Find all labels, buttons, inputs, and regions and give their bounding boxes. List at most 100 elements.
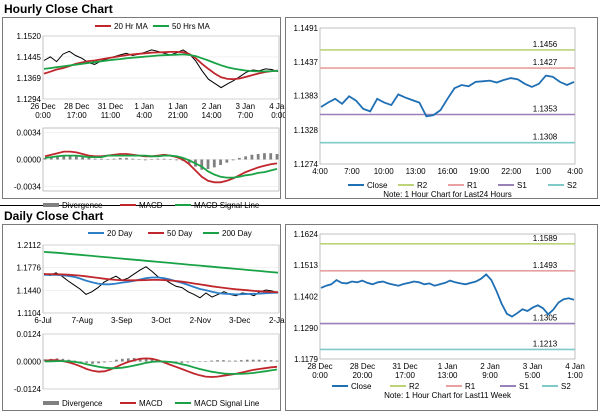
levels-legend-1-label: R2 [417, 181, 428, 190]
level-label-r1: 1.1493 [533, 261, 558, 270]
divergence-bar [275, 360, 279, 362]
divergence-bar [186, 361, 190, 363]
divergence-bar [43, 157, 47, 160]
divergence-bar [200, 159, 204, 170]
price-x-tick: 1 Jan 4:00 [134, 102, 154, 120]
divergence-bar [49, 157, 53, 160]
levels-legend-1-label: R2 [409, 382, 420, 391]
divergence-bar [112, 158, 116, 160]
divergence-bar [137, 159, 141, 160]
levels-y-tick: 1.1383 [294, 92, 319, 101]
divergence-bar [192, 361, 196, 362]
levels-legend-2-label: R1 [467, 181, 478, 190]
levels-x-tick: 13:00 [406, 167, 427, 176]
levels-plot-frame [319, 233, 576, 360]
macd-legend-2-label: MACD Signal Line [194, 399, 260, 408]
levels-legend-0-label: Close [367, 181, 388, 190]
divergence-bar [85, 361, 88, 363]
level-label-r1: 1.1427 [533, 58, 558, 67]
price-y-tick: 1.1776 [17, 264, 42, 273]
divergence-bar [162, 158, 166, 160]
divergence-bar [126, 358, 130, 362]
price-y-tick: 1.1440 [17, 286, 42, 295]
price-y-tick: 1.1445 [17, 53, 42, 62]
levels-y-tick: 1.1402 [294, 292, 319, 301]
level-label-r2: 1.1589 [533, 234, 558, 243]
levels-y-tick: 1.1328 [294, 126, 319, 135]
divergence-bar [275, 153, 279, 160]
price-x-tick: 1 Jan 21:00 [168, 102, 189, 120]
divergence-bar [175, 159, 179, 161]
price-series-2 [44, 273, 279, 294]
divergence-bar [222, 360, 225, 362]
daily-section-title: Daily Close Chart [4, 209, 104, 223]
hourly-levels-panel: 1.1491 1.1437 1.1383 1.1328 1.1274 1.1456 1.14… [285, 17, 598, 199]
daily-ma-panel: 20 Day 50 Day 200 Day 1.2112 1.1776 1.1440 1.1… [2, 224, 289, 411]
macd-y-tick: 0.0034 [17, 129, 42, 138]
macd-legend-2-label: MACD Signal Line [194, 201, 260, 210]
levels-note: Note: 1 Hour Chart for Last24 Hours [383, 190, 512, 199]
divergence-bar [234, 360, 237, 362]
levels-x-tick: 2 Jan 9:00 [480, 362, 500, 380]
price-x-tick: 2 Jan 14:00 [202, 102, 223, 120]
divergence-bar [143, 159, 147, 161]
levels-x-tick: 28 Dec 20:00 [350, 362, 375, 380]
divergence-bar [61, 358, 65, 362]
hourly-section-title: Hourly Close Chart [4, 2, 113, 16]
section-divider [0, 205, 600, 206]
divergence-bar [231, 159, 235, 161]
divergence-bar [79, 361, 83, 362]
divergence-bar [125, 157, 128, 160]
divergence-bar [263, 153, 266, 160]
levels-x-tick: 3 Jan 5:00 [523, 362, 543, 380]
price-x-tick: 3-Oct [151, 316, 171, 325]
divergence-bar [115, 359, 118, 362]
divergence-bar [225, 159, 229, 163]
levels-x-tick: 1 Jan 13:00 [437, 362, 458, 380]
divergence-bar [228, 360, 231, 362]
level-label-r2: 1.1456 [533, 40, 558, 49]
divergence-bar [251, 359, 255, 362]
divergence-bar [239, 360, 243, 362]
price-x-tick: 3-Dec [229, 316, 250, 325]
macd-signal-line [44, 154, 278, 179]
price-x-tick: 26 Dec 0:00 [30, 102, 55, 120]
divergence-bar [198, 361, 201, 362]
price-y-tick: 1.1520 [17, 32, 42, 41]
macd-signal-line [44, 360, 278, 375]
divergence-bar [256, 153, 260, 160]
divergence-bar [93, 158, 97, 160]
macd-y-tick: 0.0000 [17, 358, 42, 367]
macd-y-tick: 0.0124 [17, 330, 42, 339]
divergence-bar [81, 157, 85, 160]
divergence-bar [206, 159, 210, 169]
divergence-bar [204, 361, 207, 362]
price-y-tick: 1.1369 [17, 74, 42, 83]
levels-x-tick: 19:00 [469, 167, 490, 176]
divergence-bar [216, 360, 219, 362]
price-x-tick: 3-Sep [111, 316, 133, 325]
levels-y-tick: 1.1491 [294, 24, 319, 33]
price-legend-0-label: 20 Day [107, 229, 132, 238]
divergence-bar [219, 159, 222, 166]
divergence-bar [210, 360, 213, 362]
macd-legend-1-label: MACD [139, 399, 163, 408]
levels-y-tick: 1.1274 [294, 160, 319, 169]
levels-x-tick: 28 Dec 0:00 [307, 362, 332, 380]
price-plot-frame [42, 35, 280, 100]
divergence-bar [263, 360, 267, 362]
price-series-2 [43, 53, 279, 73]
levels-x-tick: 22:00 [501, 167, 522, 176]
hourly-levels-chart: 1.1491 1.1437 1.1383 1.1328 1.1274 1.1456 1.14… [294, 24, 584, 199]
macd-y-tick: 0.0000 [17, 156, 42, 165]
price-x-tick: 3 Jan 7:00 [235, 102, 255, 120]
price-x-tick: 7-Aug [72, 316, 93, 325]
levels-x-tick: 16:00 [437, 167, 458, 176]
levels-x-tick: 4:00 [567, 167, 583, 176]
divergence-bar [91, 361, 94, 364]
price-y-tick: 1.1104 [17, 309, 41, 318]
divergence-bar [212, 159, 216, 168]
levels-y-tick: 1.1179 [294, 355, 318, 364]
divergence-bar [56, 156, 59, 160]
price-y-tick: 1.2112 [17, 241, 41, 250]
